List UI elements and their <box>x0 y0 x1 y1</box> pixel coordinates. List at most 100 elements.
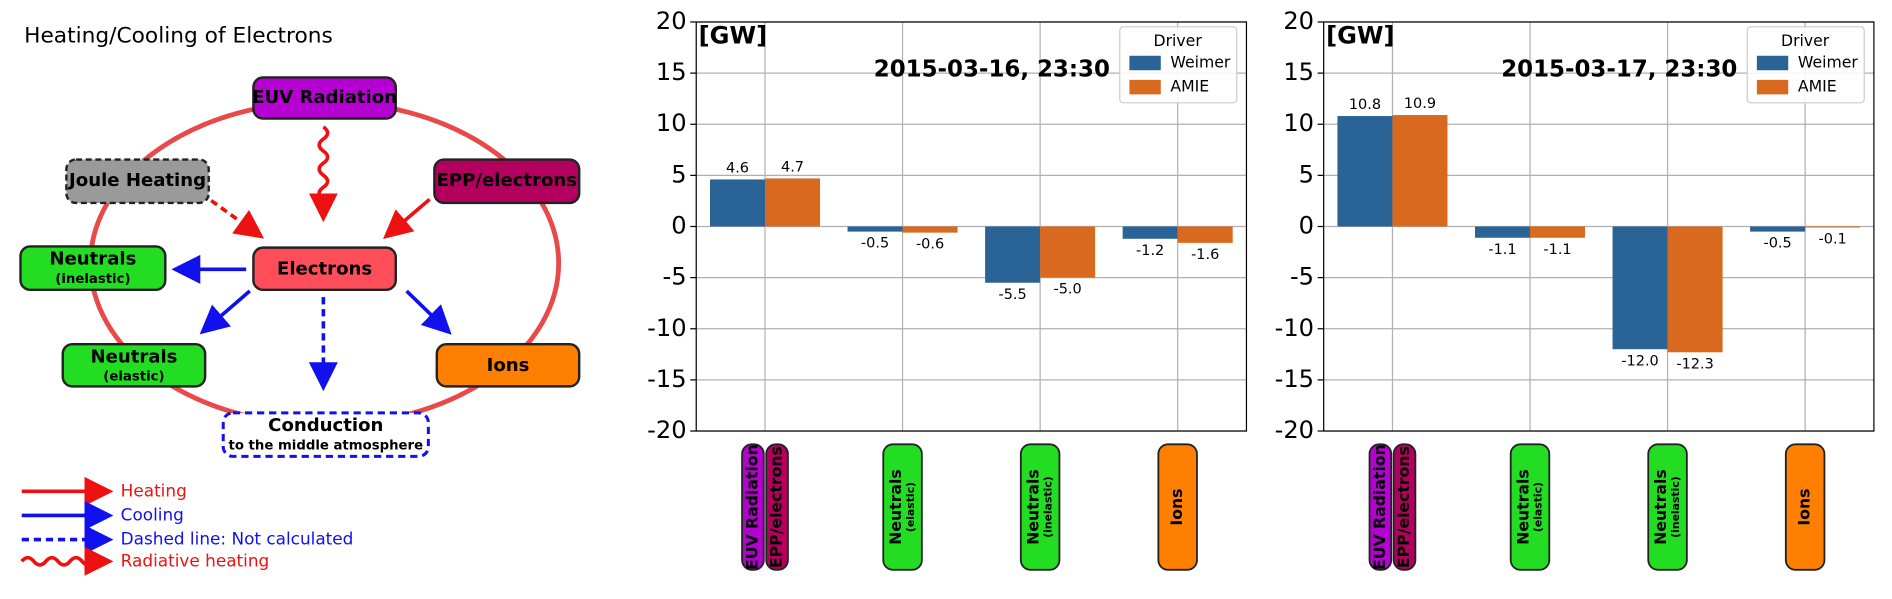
node-sublabel: (inelastic) <box>55 272 130 287</box>
bar <box>902 226 958 233</box>
node-box <box>221 411 430 458</box>
legend-label: AMIE <box>1798 77 1837 96</box>
legend-label: Cooling <box>121 504 184 524</box>
diagram: Heating/Cooling of Electrons EUV Radiati… <box>19 23 581 576</box>
y-tick-label: -15 <box>647 365 686 393</box>
annotation: 2015-03-16, 23:30 <box>874 57 1110 83</box>
value-label: -12.0 <box>1621 353 1658 369</box>
category-box <box>1019 443 1061 571</box>
legend-label: AMIE <box>1170 77 1209 96</box>
heating-arrow <box>383 197 431 240</box>
category-box <box>1647 443 1688 571</box>
node-label: Ions <box>487 355 530 376</box>
x-tick-label: Ions <box>1795 488 1814 525</box>
plot-frame <box>1323 21 1875 432</box>
legend-label: Weimer <box>1170 53 1230 72</box>
y-axis-label: [GW] <box>1326 21 1394 49</box>
node-label: Electrons <box>277 258 372 279</box>
category-box <box>1157 443 1198 571</box>
category-box <box>882 443 923 571</box>
y-tick-label: -15 <box>1275 365 1314 393</box>
node-label: EPP/electrons <box>437 170 578 191</box>
x-tick-label: EUV Radiation <box>1370 444 1389 570</box>
node-box <box>252 76 397 120</box>
node-box <box>433 158 581 205</box>
legend-swatch <box>1129 55 1161 71</box>
x-tick-label: Neutrals <box>1024 469 1043 544</box>
x-tick-label: (inelastic) <box>1669 476 1682 538</box>
node-label: Conduction <box>268 415 383 436</box>
legend-title: Driver <box>1154 31 1203 50</box>
x-tick-label: Neutrals <box>1651 469 1670 544</box>
value-label: -0.6 <box>916 237 944 253</box>
y-tick-label: 20 <box>1283 7 1314 35</box>
y-tick-label: -10 <box>1275 314 1314 342</box>
cooling-arrow <box>199 289 251 335</box>
legend-label: Radiative heating <box>121 550 270 570</box>
heating-dashed-arrow <box>210 199 265 239</box>
y-tick-label: -5 <box>663 263 687 291</box>
plot-frame <box>695 21 1248 432</box>
bar-chart: -20 -15 -10 -5 0 5 10 15 20 10.8 -1.1 -12.0 -0.5 10.9… <box>1275 7 1875 571</box>
legend-arrow <box>20 546 114 576</box>
legend-label: Weimer <box>1798 53 1858 72</box>
value-label: -5.0 <box>1054 282 1082 298</box>
value-label: 4.6 <box>726 161 749 177</box>
y-tick-label: 20 <box>656 7 687 35</box>
category-box <box>765 443 789 571</box>
y-tick-label: 0 <box>671 211 686 239</box>
x-tick-label: EPP/electrons <box>767 446 786 568</box>
y-tick-label: 10 <box>1283 109 1314 137</box>
legend-label: Dashed line: Not calculated <box>121 529 354 549</box>
legend-swatch <box>1129 79 1161 95</box>
node-sublabel: to the middle atmosphere <box>228 439 423 454</box>
node-label: Joule Heating <box>67 170 206 191</box>
y-tick-label: -20 <box>647 416 686 444</box>
x-tick-label: Neutrals <box>886 469 905 544</box>
legend-label: Heating <box>121 480 187 500</box>
node-label: Neutrals <box>49 249 136 270</box>
node-label: Neutrals <box>90 346 177 367</box>
y-axis-label: [GW] <box>699 21 767 49</box>
value-label: -1.1 <box>1543 242 1571 258</box>
bar-chart: -20 -15 -10 -5 0 5 10 15 20 4.6 -0.5 -5.5 -1.2 4.7 -0.… <box>647 7 1248 571</box>
legend-swatch <box>1756 79 1789 95</box>
bar <box>1612 226 1668 350</box>
value-label: -0.5 <box>861 236 889 252</box>
y-tick-label: -5 <box>1290 263 1314 291</box>
x-tick-label: EUV Radiation <box>742 444 761 570</box>
y-tick-label: 15 <box>656 58 687 86</box>
node-sublabel: (elastic) <box>103 370 164 385</box>
y-tick-label: 10 <box>656 109 687 137</box>
y-tick-label: 0 <box>1299 211 1314 239</box>
legend-swatch <box>1756 55 1789 71</box>
bar <box>1530 226 1586 238</box>
y-tick-label: 15 <box>1283 58 1314 86</box>
y-tick-label: 5 <box>1299 160 1314 188</box>
node-box <box>252 246 397 292</box>
cooling-arrow <box>405 289 452 335</box>
value-label: -1.2 <box>1136 243 1164 259</box>
bar <box>709 179 766 227</box>
y-tick-label: -20 <box>1275 416 1314 444</box>
bar <box>985 226 1041 283</box>
y-tick-label: -10 <box>647 314 686 342</box>
category-box <box>1368 443 1393 571</box>
value-label: 10.9 <box>1404 96 1436 112</box>
y-tick-label: 5 <box>671 160 686 188</box>
x-tick-label: (elastic) <box>1531 482 1544 532</box>
node-box <box>19 245 167 292</box>
diagram-title: Heating/Cooling of Electrons <box>24 23 333 48</box>
node-label: EUV Radiation <box>252 87 397 108</box>
bar <box>847 226 903 232</box>
bar <box>1040 226 1096 278</box>
value-label: 10.8 <box>1349 97 1381 113</box>
annotation: 2015-03-17, 23:30 <box>1501 57 1737 83</box>
bar <box>1750 226 1806 232</box>
node-box <box>65 158 210 205</box>
x-tick-label: (inelastic) <box>1042 476 1055 538</box>
category-box <box>741 443 765 571</box>
value-label: -1.1 <box>1488 242 1516 258</box>
